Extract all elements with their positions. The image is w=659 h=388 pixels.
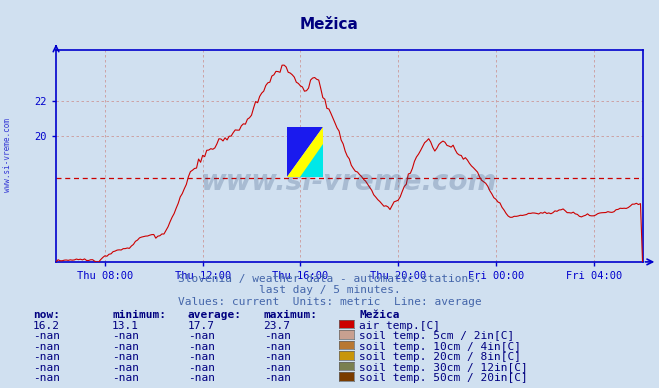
Text: -nan: -nan bbox=[33, 331, 60, 341]
Text: www.si-vreme.com: www.si-vreme.com bbox=[201, 168, 498, 196]
Text: soil temp. 50cm / 20in[C]: soil temp. 50cm / 20in[C] bbox=[359, 373, 528, 383]
Text: -nan: -nan bbox=[188, 331, 215, 341]
Text: air temp.[C]: air temp.[C] bbox=[359, 321, 440, 331]
Text: -nan: -nan bbox=[112, 331, 139, 341]
Text: -nan: -nan bbox=[33, 352, 60, 362]
Text: -nan: -nan bbox=[33, 342, 60, 352]
Text: -nan: -nan bbox=[264, 363, 291, 373]
Text: average:: average: bbox=[188, 310, 242, 320]
Text: 23.7: 23.7 bbox=[264, 321, 291, 331]
Text: Slovenia / weather data - automatic stations.: Slovenia / weather data - automatic stat… bbox=[178, 274, 481, 284]
Text: soil temp. 10cm / 4in[C]: soil temp. 10cm / 4in[C] bbox=[359, 342, 521, 352]
Text: www.si-vreme.com: www.si-vreme.com bbox=[3, 118, 13, 192]
Text: -nan: -nan bbox=[264, 331, 291, 341]
Text: maximum:: maximum: bbox=[264, 310, 318, 320]
Polygon shape bbox=[300, 144, 324, 177]
Text: -nan: -nan bbox=[188, 342, 215, 352]
Text: -nan: -nan bbox=[188, 363, 215, 373]
Text: -nan: -nan bbox=[112, 342, 139, 352]
Text: soil temp. 30cm / 12in[C]: soil temp. 30cm / 12in[C] bbox=[359, 363, 528, 373]
Text: -nan: -nan bbox=[112, 373, 139, 383]
Text: -nan: -nan bbox=[33, 373, 60, 383]
Text: 13.1: 13.1 bbox=[112, 321, 139, 331]
Text: Values: current  Units: metric  Line: average: Values: current Units: metric Line: aver… bbox=[178, 297, 481, 307]
Text: 16.2: 16.2 bbox=[33, 321, 60, 331]
Polygon shape bbox=[287, 127, 324, 177]
Text: soil temp. 20cm / 8in[C]: soil temp. 20cm / 8in[C] bbox=[359, 352, 521, 362]
Text: 17.7: 17.7 bbox=[188, 321, 215, 331]
Polygon shape bbox=[287, 127, 324, 177]
Text: -nan: -nan bbox=[112, 352, 139, 362]
Text: now:: now: bbox=[33, 310, 60, 320]
Text: -nan: -nan bbox=[264, 342, 291, 352]
Text: -nan: -nan bbox=[264, 373, 291, 383]
Text: Mežica: Mežica bbox=[359, 310, 399, 320]
Text: -nan: -nan bbox=[112, 363, 139, 373]
Text: last day / 5 minutes.: last day / 5 minutes. bbox=[258, 285, 401, 295]
Text: Mežica: Mežica bbox=[300, 17, 359, 33]
Text: minimum:: minimum: bbox=[112, 310, 166, 320]
Text: -nan: -nan bbox=[188, 352, 215, 362]
Text: -nan: -nan bbox=[188, 373, 215, 383]
Text: -nan: -nan bbox=[264, 352, 291, 362]
Text: soil temp. 5cm / 2in[C]: soil temp. 5cm / 2in[C] bbox=[359, 331, 515, 341]
Text: -nan: -nan bbox=[33, 363, 60, 373]
